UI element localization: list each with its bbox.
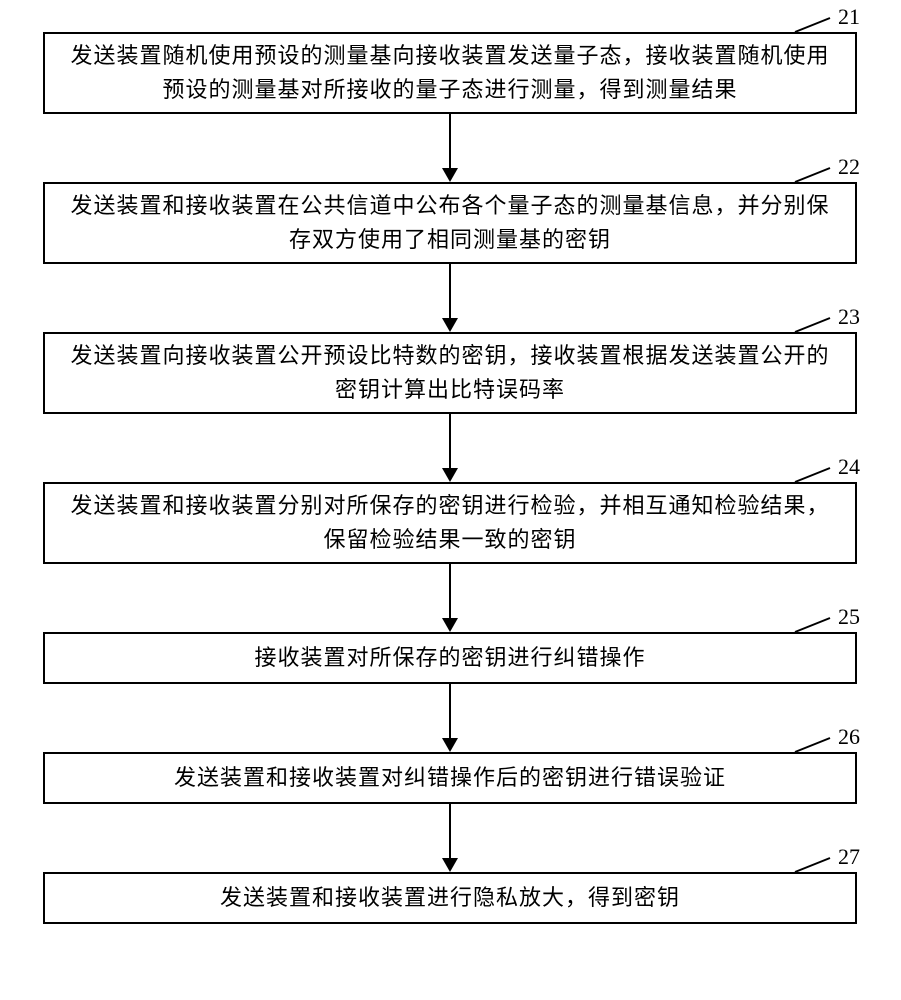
step-label-22: 22 bbox=[838, 154, 860, 180]
step-label-21: 21 bbox=[838, 4, 860, 30]
arrow-head-4 bbox=[442, 738, 458, 752]
step-label-24: 24 bbox=[838, 454, 860, 480]
step-box-22: 发送装置和接收装置在公共信道中公布各个量子态的测量基信息，并分别保存双方使用了相… bbox=[43, 182, 857, 264]
step-text-21: 发送装置随机使用预设的测量基向接收装置发送量子态，接收装置随机使用预设的测量基对… bbox=[65, 39, 835, 107]
arrow-line-1 bbox=[449, 264, 451, 318]
arrow-line-0 bbox=[449, 114, 451, 168]
step-text-24: 发送装置和接收装置分别对所保存的密钥进行检验，并相互通知检验结果，保留检验结果一… bbox=[65, 489, 835, 557]
step-label-26: 26 bbox=[838, 724, 860, 750]
step-text-26: 发送装置和接收装置对纠错操作后的密钥进行错误验证 bbox=[174, 761, 726, 795]
arrow-line-3 bbox=[449, 564, 451, 618]
step-text-27: 发送装置和接收装置进行隐私放大，得到密钥 bbox=[220, 881, 680, 915]
arrow-line-4 bbox=[449, 684, 451, 738]
step-box-23: 发送装置向接收装置公开预设比特数的密钥，接收装置根据发送装置公开的密钥计算出比特… bbox=[43, 332, 857, 414]
step-label-23: 23 bbox=[838, 304, 860, 330]
step-text-23: 发送装置向接收装置公开预设比特数的密钥，接收装置根据发送装置公开的密钥计算出比特… bbox=[65, 339, 835, 407]
step-box-25: 接收装置对所保存的密钥进行纠错操作 bbox=[43, 632, 857, 684]
step-box-24: 发送装置和接收装置分别对所保存的密钥进行检验，并相互通知检验结果，保留检验结果一… bbox=[43, 482, 857, 564]
arrow-head-0 bbox=[442, 168, 458, 182]
step-box-26: 发送装置和接收装置对纠错操作后的密钥进行错误验证 bbox=[43, 752, 857, 804]
step-label-25: 25 bbox=[838, 604, 860, 630]
arrow-head-1 bbox=[442, 318, 458, 332]
step-box-27: 发送装置和接收装置进行隐私放大，得到密钥 bbox=[43, 872, 857, 924]
arrow-head-3 bbox=[442, 618, 458, 632]
step-box-21: 发送装置随机使用预设的测量基向接收装置发送量子态，接收装置随机使用预设的测量基对… bbox=[43, 32, 857, 114]
arrow-line-5 bbox=[449, 804, 451, 858]
step-text-22: 发送装置和接收装置在公共信道中公布各个量子态的测量基信息，并分别保存双方使用了相… bbox=[65, 189, 835, 257]
step-text-25: 接收装置对所保存的密钥进行纠错操作 bbox=[254, 641, 645, 675]
step-label-27: 27 bbox=[838, 844, 860, 870]
flowchart-canvas: 发送装置随机使用预设的测量基向接收装置发送量子态，接收装置随机使用预设的测量基对… bbox=[0, 0, 901, 1000]
arrow-line-2 bbox=[449, 414, 451, 468]
arrow-head-5 bbox=[442, 858, 458, 872]
arrow-head-2 bbox=[442, 468, 458, 482]
